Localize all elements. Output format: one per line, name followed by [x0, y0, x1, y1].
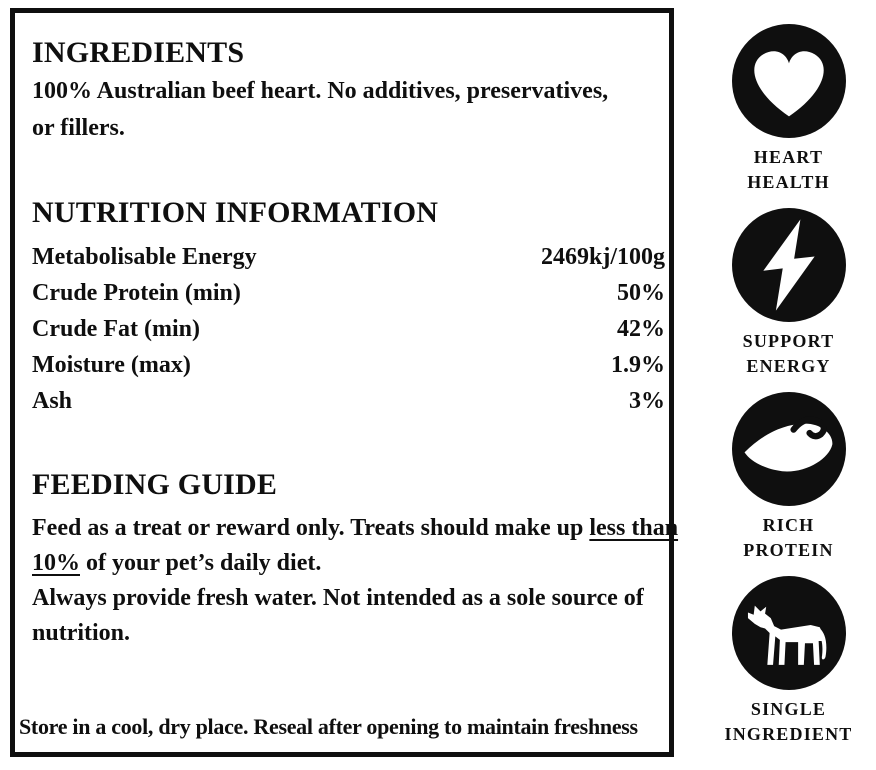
text: of your pet’s daily diet. — [80, 550, 322, 576]
benefit-badges: HEART HEALTH SUPPORT ENERGY RICH PROT — [701, 24, 876, 747]
badge-caption: RICH PROTEIN — [743, 513, 833, 563]
nutrition-row: Metabolisable Energy 2469kj/100g — [32, 239, 665, 275]
feeding-line: 10% of your pet’s daily diet. — [32, 546, 672, 581]
badge-support-energy: SUPPORT ENERGY — [731, 208, 846, 379]
text: nutrition. — [32, 620, 131, 646]
ingredients-line: or fillers. — [32, 115, 125, 141]
badge-caption-line: SINGLE — [750, 699, 827, 719]
feeding-line: nutrition. — [32, 616, 672, 651]
badge-caption-line: HEALTH — [747, 172, 830, 192]
nutrient-name: Crude Fat (min) — [32, 316, 200, 342]
heart-icon — [731, 24, 846, 138]
energy-icon — [731, 208, 846, 322]
nutrition-table: Metabolisable Energy 2469kj/100g Crude Pro… — [32, 239, 665, 419]
badge-caption: SUPPORT ENERGY — [743, 329, 835, 379]
badge-caption-line: ENERGY — [746, 356, 831, 376]
nutrition-row: Ash 3% — [32, 383, 665, 419]
nutrient-value: 2469kj/100g — [540, 244, 665, 270]
nutrient-name: Ash — [32, 388, 73, 414]
badge-caption-line: SUPPORT — [742, 331, 835, 351]
nutrient-name: Crude Protein (min) — [32, 280, 241, 306]
nutrient-name: Metabolisable Energy — [32, 244, 257, 270]
storage-note: Store in a cool, dry place. Reseal after… — [19, 714, 638, 739]
badge-rich-protein: RICH PROTEIN — [731, 392, 846, 563]
badge-caption-line: INGREDIENT — [724, 724, 853, 744]
underlined-text: 10% — [32, 550, 80, 576]
badge-heart-health: HEART HEALTH — [731, 24, 846, 195]
badge-caption: HEART HEALTH — [747, 145, 830, 195]
nutrient-value: 3% — [629, 388, 665, 414]
feeding-text: Feed as a treat or reward only. Treats s… — [32, 511, 678, 651]
feeding-line: Always provide fresh water. Not intended… — [32, 581, 672, 616]
ingredients-heading: INGREDIENTS — [32, 36, 245, 69]
feeding-line: Feed as a treat or reward only. Treats s… — [32, 511, 678, 546]
nutrition-row: Moisture (max) 1.9% — [32, 347, 665, 383]
ingredients-line: 100% Australian beef heart. No additives… — [32, 78, 609, 104]
nutrient-name: Moisture (max) — [32, 352, 191, 378]
nutrition-row: Crude Fat (min) 42% — [32, 311, 665, 347]
ingredients-text: 100% Australian beef heart. No additives… — [32, 73, 670, 147]
badge-caption-line: RICH — [762, 515, 815, 535]
badge-caption: SINGLE INGREDIENT — [724, 697, 852, 747]
label-panel: INGREDIENTS 100% Australian beef heart. … — [10, 8, 678, 757]
nutrient-value: 1.9% — [611, 352, 665, 378]
feeding-heading: FEEDING GUIDE — [32, 468, 278, 501]
underlined-text: less than — [589, 515, 679, 541]
protein-icon — [731, 392, 846, 506]
nutrient-value: 42% — [617, 316, 665, 342]
badge-single-ingredient: SINGLE INGREDIENT — [724, 576, 852, 747]
nutrient-value: 50% — [617, 280, 665, 306]
text: Feed as a treat or reward only. Treats s… — [32, 515, 590, 541]
badge-caption-line: HEART — [753, 147, 824, 167]
nutrition-row: Crude Protein (min) 50% — [32, 275, 665, 311]
nutrition-heading: NUTRITION INFORMATION — [32, 196, 439, 229]
text: Always provide fresh water. Not intended… — [32, 585, 644, 611]
cow-icon — [731, 576, 846, 690]
badge-caption-line: PROTEIN — [743, 540, 834, 560]
